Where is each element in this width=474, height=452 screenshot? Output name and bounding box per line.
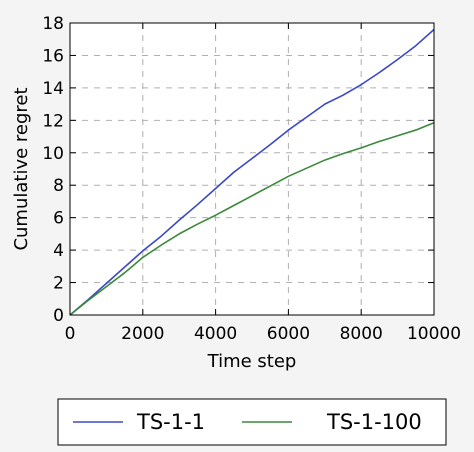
y-axis-title: Cumulative regret [11, 87, 32, 250]
y-tick-label: 12 [42, 111, 64, 131]
x-tick-label: 10000 [407, 324, 461, 344]
legend: TS-1-1 TS-1-100 [57, 398, 447, 446]
x-tick-label: 8000 [340, 324, 383, 344]
series-line-ts-1-100 [69, 122, 435, 316]
plot-area: 0 2000 4000 6000 8000 10000 0 2 4 6 8 10 12 14 16 18 [42, 14, 461, 344]
y-tick-label: 2 [53, 274, 64, 294]
x-tick-label: 0 [65, 324, 76, 344]
grid [70, 23, 434, 315]
y-tick-label: 14 [42, 79, 64, 99]
y-tick-label: 18 [42, 14, 64, 34]
x-tick-label: 4000 [194, 324, 237, 344]
plot-frame [69, 22, 435, 316]
series-line-ts-1-1 [69, 28, 435, 316]
y-tick-label: 16 [42, 46, 64, 66]
x-axis-title: Time step [207, 351, 297, 372]
legend-label: TS-1-1 [136, 410, 205, 434]
y-tick-label: 10 [42, 144, 64, 164]
axis-ticks: 0 2000 4000 6000 8000 10000 0 2 4 6 8 10 12 14 16 18 [42, 14, 461, 344]
legend-label: TS-1-100 [326, 410, 422, 434]
series-lines [69, 28, 435, 316]
y-tick-label: 6 [53, 209, 64, 229]
x-tick-label: 2000 [121, 324, 164, 344]
y-tick-label: 0 [53, 306, 64, 326]
plot-background [70, 23, 434, 315]
y-tick-label: 4 [53, 241, 64, 261]
x-tick-label: 6000 [267, 324, 310, 344]
y-tick-label: 8 [53, 176, 64, 196]
